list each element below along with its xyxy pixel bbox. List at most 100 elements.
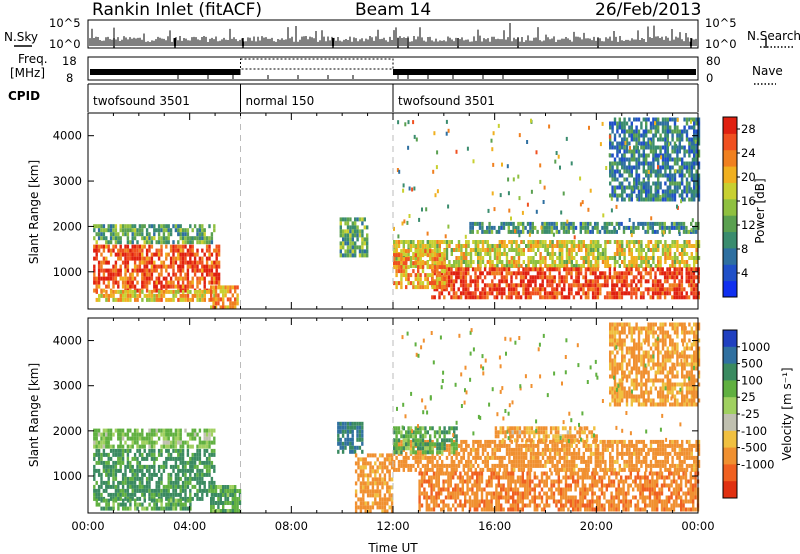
data-cell: [224, 485, 227, 489]
data-cell: [364, 473, 367, 478]
data-cell: [522, 271, 525, 276]
data-cell: [618, 225, 621, 230]
data-cell: [210, 440, 214, 445]
data-cell: [362, 477, 365, 482]
data-cell: [174, 272, 178, 277]
data-cell: [637, 173, 641, 178]
data-cell: [397, 261, 401, 266]
data-cell: [503, 267, 506, 272]
data-cell: [186, 252, 190, 257]
data-cell: [695, 267, 698, 272]
data-cell: [381, 505, 384, 510]
data-cell: [133, 484, 137, 489]
data-cell: [172, 436, 175, 441]
data-cell: [134, 289, 137, 294]
data-cell: [226, 501, 230, 505]
data-cell: [136, 232, 139, 237]
data-cell: [136, 464, 139, 469]
data-cell: [358, 233, 362, 238]
data-cell: [236, 497, 239, 501]
data-cell: [496, 252, 499, 256]
data-cell: [436, 261, 439, 266]
data-cell: [97, 284, 101, 289]
data-cell: [531, 279, 535, 284]
data-cell: [582, 291, 585, 296]
data-cell: [483, 275, 487, 280]
data-cell: [148, 232, 151, 237]
data-cell: [557, 154, 560, 159]
data-cell: [657, 264, 660, 268]
data-cell: [659, 121, 662, 126]
data-cell: [581, 200, 584, 205]
data-cell: [481, 447, 485, 452]
data-cell: [695, 193, 698, 198]
data-cell: [162, 464, 166, 469]
data-cell: [203, 297, 206, 302]
data-cell: [129, 480, 132, 485]
data-cell: [642, 291, 645, 296]
data-cell: [621, 129, 624, 134]
data-cell: [484, 240, 487, 244]
data-cell: [469, 467, 473, 472]
data-cell: [429, 265, 432, 270]
data-cell: [467, 287, 470, 292]
data-cell: [669, 129, 672, 134]
data-cell: [371, 493, 375, 498]
data-cell: [97, 484, 101, 489]
data-cell: [580, 248, 583, 252]
data-cell: [374, 481, 377, 486]
data-cell: [577, 271, 580, 276]
data-cell: [548, 267, 552, 272]
data-cell: [618, 145, 621, 150]
data-cell: [637, 256, 641, 260]
data-cell: [493, 271, 496, 276]
data-cell: [489, 260, 492, 264]
data-cell: [181, 240, 185, 245]
data-cell: [671, 177, 674, 182]
data-cell: [402, 273, 405, 278]
data-cell: [341, 441, 345, 446]
data-cell: [222, 489, 225, 493]
data-cell: [390, 505, 394, 510]
data-cell: [561, 240, 564, 244]
data-cell: [517, 260, 521, 264]
data-cell: [551, 291, 554, 296]
data-cell: [522, 291, 525, 296]
data-cell: [383, 481, 387, 486]
data-cell: [97, 460, 101, 465]
data-cell: [133, 284, 137, 289]
data-cell: [663, 221, 666, 226]
data-cell: [539, 240, 542, 244]
data-cell: [630, 287, 633, 292]
data-cell: [623, 275, 626, 280]
data-cell: [371, 481, 375, 486]
freq-tick-bottom: 8: [66, 71, 73, 85]
data-cell: [613, 264, 617, 268]
data-cell: [560, 210, 563, 215]
data-cell: [664, 248, 667, 252]
data-cell: [644, 229, 647, 234]
data-cell: [435, 165, 438, 170]
data-cell: [402, 463, 405, 468]
data-cell: [351, 221, 354, 226]
data-cell: [198, 428, 202, 433]
data-cell: [551, 275, 554, 280]
data-cell: [587, 264, 590, 268]
data-cell: [213, 248, 216, 253]
data-cell: [697, 189, 701, 194]
data-cell: [208, 440, 211, 445]
data-cell: [153, 428, 156, 433]
data-cell: [346, 221, 350, 226]
data-cell: [683, 264, 686, 268]
data-cell: [628, 193, 631, 198]
y-tick-label: 4000: [53, 129, 82, 143]
data-cell: [527, 283, 530, 288]
data-cell: [683, 295, 686, 300]
data-cell: [546, 295, 549, 300]
data-cell: [364, 457, 367, 462]
data-cell: [100, 498, 103, 503]
data-cell: [356, 217, 359, 222]
data-cell: [673, 157, 677, 162]
data-cell: [663, 287, 667, 292]
data-cell: [565, 221, 568, 226]
